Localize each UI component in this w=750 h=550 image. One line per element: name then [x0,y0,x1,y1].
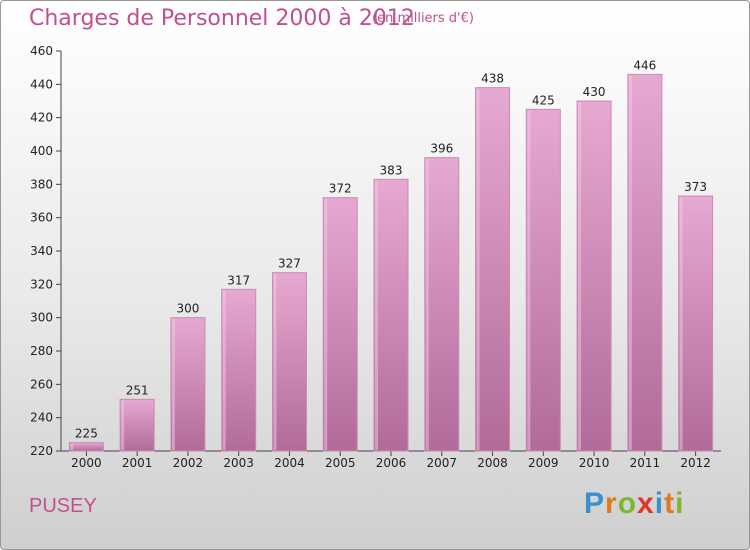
x-tick-label-2012: 2012 [680,456,711,470]
x-tick-label-2011: 2011 [630,456,661,470]
chart-title: Charges de Personnel 2000 à 2012 [29,6,415,31]
value-label-2012: 373 [684,180,707,194]
bar-highlight [222,290,226,450]
value-label-2000: 225 [75,427,98,441]
bar-highlight [628,75,632,450]
chart-axes: 220 240 260 280 300 320 340 360 380 400 420 440 460 [30,44,721,458]
bar-highlight [679,197,683,450]
x-tick-label-2003: 2003 [223,456,254,470]
chart-labels: 2000 225 2001 251 2002 300 2003 317 2004 327 2005 3… [71,58,711,470]
bar-highlight [476,88,480,451]
x-tick-label-2006: 2006 [376,456,407,470]
x-tick-label-2009: 2009 [528,456,559,470]
y-tick-label: 340 [30,244,53,258]
y-tick-label: 380 [30,177,53,191]
y-tick-label: 400 [30,144,53,158]
y-tick-label: 460 [30,44,53,58]
bar-2004 [271,272,307,452]
y-tick-label: 440 [30,77,53,91]
chart-subtitle: (en milliers d'€) [372,11,474,26]
bar-2005 [322,197,358,452]
value-label-2003: 317 [227,273,250,287]
value-label-2007: 396 [430,142,453,156]
bar-2012 [678,195,714,452]
x-tick-label-2000: 2000 [71,456,102,470]
bar-highlight [375,180,378,451]
bar-2011 [627,73,663,452]
bar-highlight [273,273,277,450]
value-label-2004: 327 [278,257,301,271]
bar-highlight [121,400,125,450]
x-tick-label-2008: 2008 [477,456,508,470]
y-tick-label: 320 [30,277,53,291]
city-name: PUSEY [29,495,97,517]
bar-highlight [578,102,582,450]
y-tick-label: 360 [30,211,53,225]
x-tick-label-2001: 2001 [122,456,153,470]
value-label-2009: 425 [532,93,555,107]
value-label-2006: 383 [380,163,403,177]
x-tick-label-2007: 2007 [426,456,457,470]
proxiti-logo[interactable]: Proxiti [584,487,685,520]
value-label-2011: 446 [633,58,656,72]
bar-highlight [425,158,429,450]
y-tick-label: 300 [30,311,53,325]
y-tick-label: 260 [30,377,53,391]
bar-2001 [119,398,155,452]
value-label-2002: 300 [176,302,199,316]
bar-2003 [221,288,257,452]
value-label-2001: 251 [126,383,149,397]
bar-highlight [70,443,74,450]
x-tick-label-2002: 2002 [173,456,204,470]
bar-2008 [475,87,511,452]
value-label-2005: 372 [329,182,352,196]
bar-2007 [424,157,460,452]
value-label-2010: 430 [583,85,606,99]
x-tick-label-2005: 2005 [325,456,356,470]
x-tick-label-2010: 2010 [579,456,610,470]
bar-2009 [525,108,561,452]
y-tick-label: 280 [30,344,53,358]
bar-highlight [324,198,328,450]
chart-bars [68,73,714,452]
value-label-2008: 438 [481,72,504,86]
y-tick-label: 420 [30,111,53,125]
bar-2006 [373,178,409,452]
bar-2002 [170,317,206,452]
bar-2010 [576,100,612,452]
x-tick-label-2004: 2004 [274,456,305,470]
bar-highlight [171,318,175,450]
bar-highlight [527,110,531,450]
y-tick-label: 240 [30,411,53,425]
y-tick-label: 220 [30,444,53,458]
bar-2000 [68,442,104,452]
